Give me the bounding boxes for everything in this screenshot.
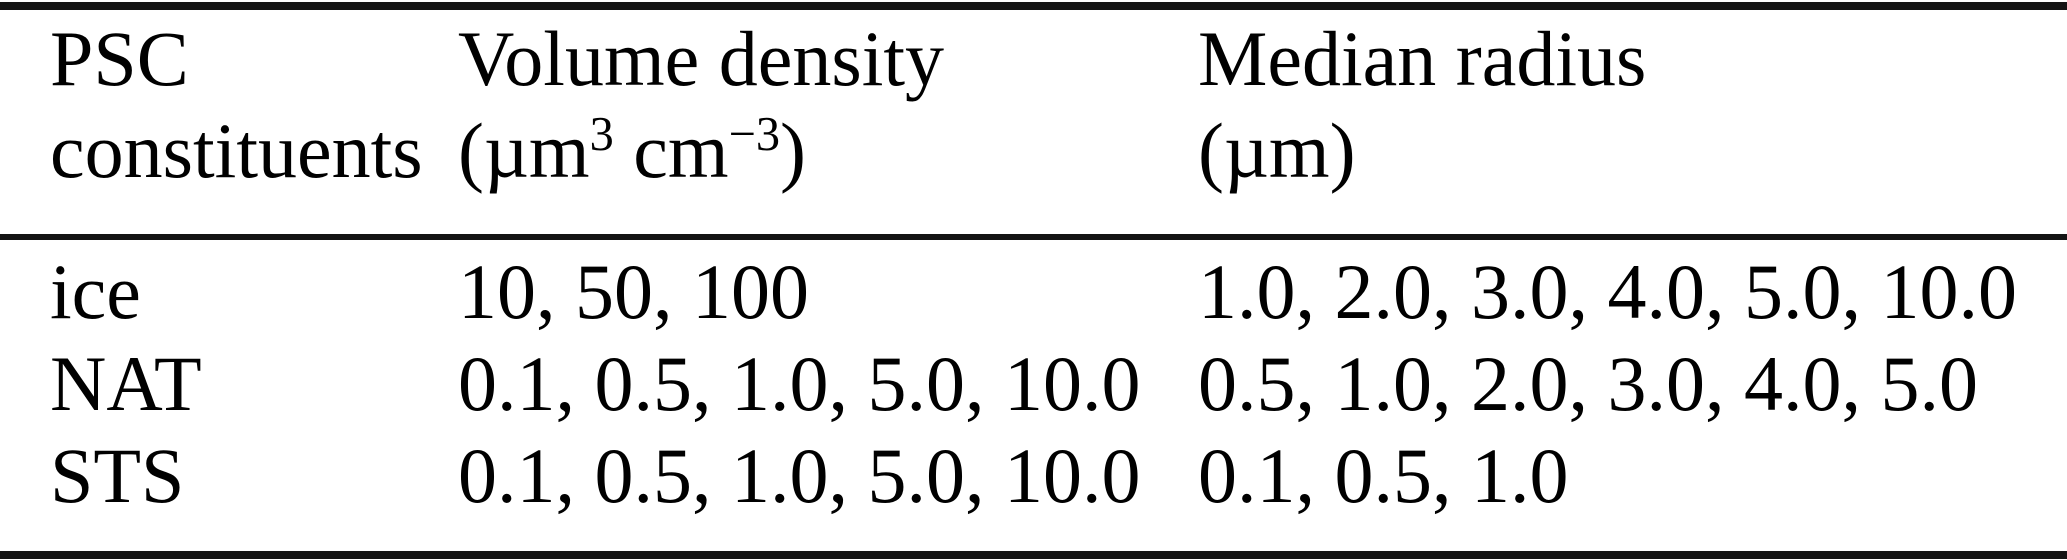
header-median-radius: Median radius (µm) (1198, 13, 2067, 197)
header-volume-density: Volume density (µm3 cm−3) (458, 13, 1198, 197)
table-row-sts: STS 0.1, 0.5, 1.0, 5.0, 10.0 0.1, 0.5, 1… (0, 430, 2067, 522)
cell-nat-volume-density: 0.1, 0.5, 1.0, 5.0, 10.0 (458, 340, 1141, 427)
unit-superscript-minus-3: −3 (728, 108, 781, 161)
cell-nat-constituent: NAT (50, 340, 202, 427)
header-median-radius-unit: (µm) (1198, 107, 1356, 194)
header-psc-constituents: PSC constituents (0, 13, 458, 197)
table-body: ice 10, 50, 100 1.0, 2.0, 3.0, 4.0, 5.0,… (0, 246, 2067, 522)
unit-close-paren: ) (780, 107, 807, 194)
header-volume-density-unit: (µm3 cm−3) (458, 105, 1198, 197)
header-psc-line2: constituents (50, 107, 423, 194)
table-header-row: PSC constituents Volume density (µm3 cm−… (0, 13, 2067, 197)
cell-sts-median-radius: 0.1, 0.5, 1.0 (1198, 432, 1569, 519)
cell-nat-median-radius: 0.5, 1.0, 2.0, 3.0, 4.0, 5.0 (1198, 340, 1978, 427)
cell-sts-volume-density: 0.1, 0.5, 1.0, 5.0, 10.0 (458, 432, 1141, 519)
table-header-rule (0, 234, 2067, 240)
table-row-nat: NAT 0.1, 0.5, 1.0, 5.0, 10.0 0.5, 1.0, 2… (0, 338, 2067, 430)
table-bottom-rule (0, 551, 2067, 559)
cell-ice-constituent: ice (50, 248, 141, 335)
table-top-rule (0, 2, 2067, 10)
table-row-ice: ice 10, 50, 100 1.0, 2.0, 3.0, 4.0, 5.0,… (0, 246, 2067, 338)
header-median-radius-title: Median radius (1198, 15, 1647, 102)
header-volume-density-title: Volume density (458, 15, 945, 102)
header-psc-line1: PSC (50, 15, 189, 102)
cell-sts-constituent: STS (50, 432, 185, 519)
cell-ice-volume-density: 10, 50, 100 (458, 248, 809, 335)
unit-open-paren: (µm (458, 107, 590, 194)
unit-cm: cm (613, 107, 729, 194)
unit-superscript-3: 3 (589, 108, 614, 161)
cell-ice-median-radius: 1.0, 2.0, 3.0, 4.0, 5.0, 10.0 (1198, 248, 2017, 335)
